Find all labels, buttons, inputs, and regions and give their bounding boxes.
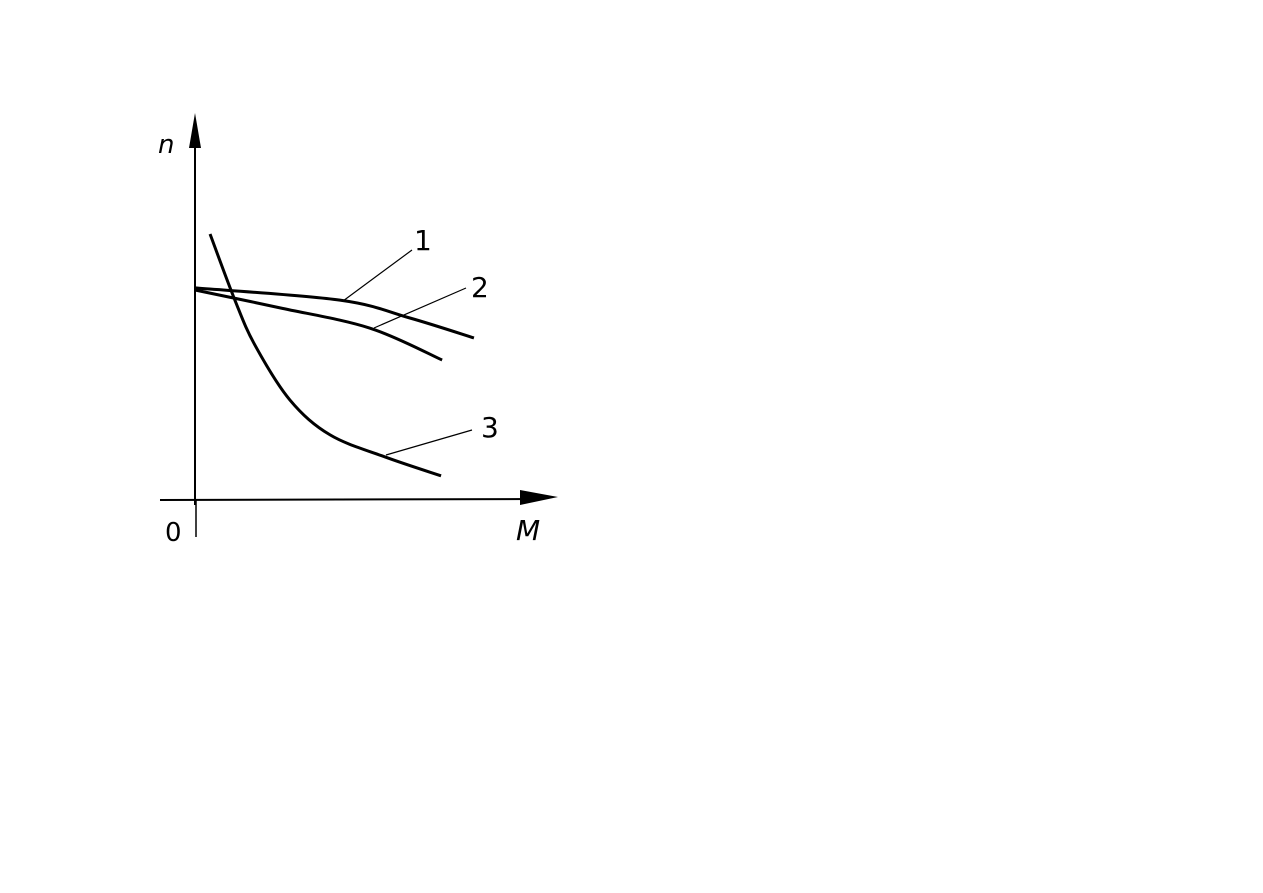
x-axis-arrow	[520, 490, 558, 505]
leader-line-3	[385, 429, 473, 456]
series-line-2	[194, 288, 443, 362]
series-label-2: 2	[471, 271, 489, 304]
series-label-1: 1	[414, 224, 432, 257]
series-line-1	[194, 286, 475, 340]
origin-label: 0	[165, 518, 182, 548]
y-axis-arrow	[189, 113, 201, 148]
y-axis-label: n	[158, 130, 174, 160]
x-axis-label: M	[516, 514, 540, 547]
x-axis	[159, 498, 536, 501]
leader-line-1	[342, 249, 413, 302]
series-line-3	[208, 233, 442, 478]
series-label-3: 3	[481, 411, 499, 444]
leader-line-2	[373, 287, 467, 329]
